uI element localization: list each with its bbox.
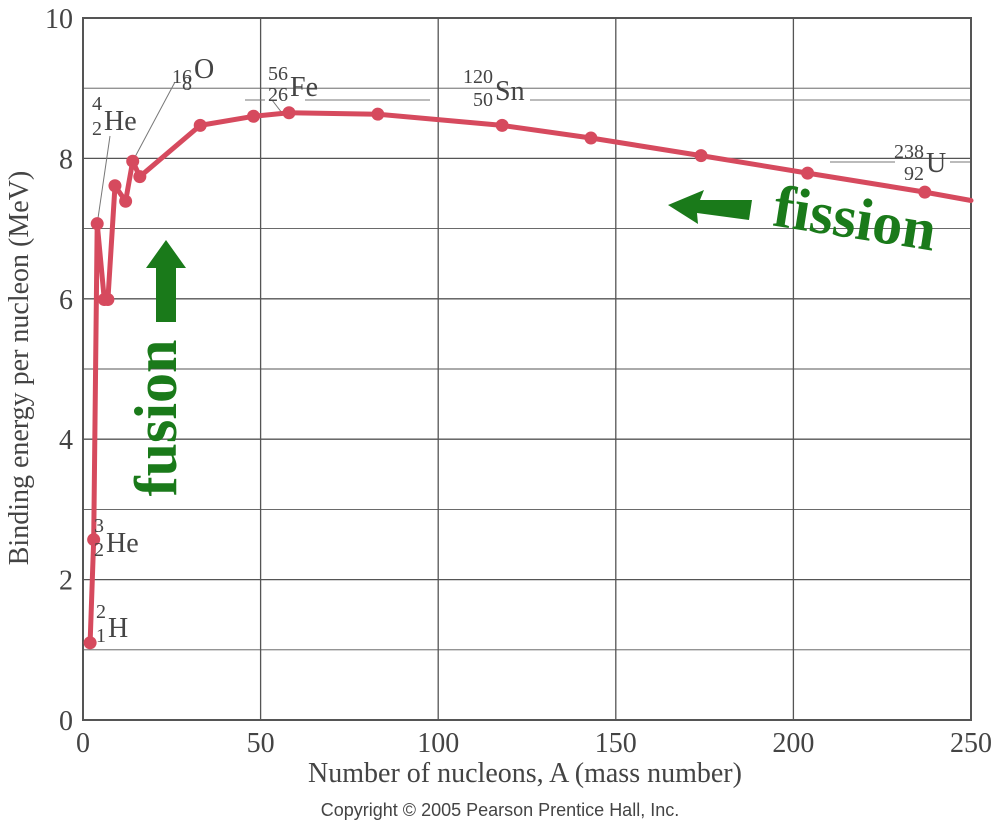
data-point: [126, 154, 140, 168]
fission-label: fission: [769, 173, 941, 264]
data-point: [918, 185, 932, 199]
x-tick-label: 50: [247, 728, 275, 759]
isotope-label-he-3: 32 He: [94, 515, 139, 561]
mass-number: 4: [92, 93, 102, 115]
x-tick-label: 150: [595, 728, 637, 759]
atomic-number: 92: [904, 163, 924, 185]
isotope-label-h-2: 21 H: [96, 601, 128, 647]
grid: [82, 17, 972, 721]
data-point: [87, 533, 101, 547]
atomic-number: 2: [92, 118, 102, 140]
element-symbol: Sn: [495, 76, 525, 107]
data-point: [282, 106, 296, 120]
y-tick-label: 4: [59, 425, 73, 456]
fusion-label: fusion: [123, 340, 189, 497]
y-tick-label: 8: [59, 144, 73, 175]
leader-line: [132, 81, 176, 162]
atomic-number: 26: [268, 84, 288, 106]
data-point: [694, 149, 708, 163]
mass-number: 120: [463, 66, 493, 88]
mass-number: 16: [172, 66, 192, 88]
data-point: [133, 170, 147, 184]
x-tick-label: 250: [950, 728, 992, 759]
data-point: [83, 636, 97, 650]
element-symbol: H: [108, 613, 128, 644]
x-tick-label: 100: [417, 728, 459, 759]
fusion-arrow: fusion: [123, 240, 189, 496]
data-point: [101, 293, 115, 307]
data-point: [584, 131, 598, 145]
data-point: [119, 194, 133, 208]
isotope-label-o-16: 168 O: [172, 54, 214, 95]
label-leader-lines: [96, 81, 970, 224]
element-symbol: Fe: [290, 72, 318, 103]
fission-arrow-shape: [668, 190, 752, 224]
atomic-number: 50: [473, 89, 493, 111]
leader-line: [96, 135, 111, 224]
x-tick-label: 200: [772, 728, 814, 759]
fusion-arrow-shape: [146, 240, 186, 322]
data-point: [90, 217, 104, 231]
y-tick-label: 10: [45, 4, 73, 35]
atomic-number: 8: [182, 73, 192, 95]
element-symbol: O: [194, 54, 214, 85]
mass-number: 56: [268, 63, 288, 85]
y-tick-label: 2: [59, 566, 73, 597]
element-symbol: He: [106, 528, 139, 559]
mass-number: 2: [96, 601, 106, 623]
x-axis-title: Number of nucleons, A (mass number): [308, 758, 742, 789]
data-point: [801, 166, 815, 180]
atomic-number: 1: [96, 625, 106, 647]
data-point: [193, 118, 207, 132]
plot-frame: [82, 17, 972, 721]
mass-number: 238: [894, 141, 924, 163]
data-point: [371, 107, 385, 121]
data-point: [108, 179, 122, 193]
y-tick-label: 6: [59, 285, 73, 316]
x-tick-label: 0: [76, 728, 90, 759]
isotope-label-he-4: 4 2 He: [92, 93, 137, 140]
element-symbol: U: [926, 148, 946, 179]
data-point: [246, 109, 260, 123]
data-points: [83, 106, 932, 650]
element-symbol: He: [104, 106, 137, 137]
leader-line: [271, 99, 283, 114]
copyright-notice: Copyright © 2005 Pearson Prentice Hall, …: [320, 800, 680, 820]
y-tick-label: 0: [59, 706, 73, 737]
y-axis-title: Binding energy per nucleon (MeV): [4, 171, 35, 566]
atomic-number: 2: [94, 539, 104, 561]
mass-number: 3: [94, 515, 104, 537]
data-point: [495, 118, 509, 132]
